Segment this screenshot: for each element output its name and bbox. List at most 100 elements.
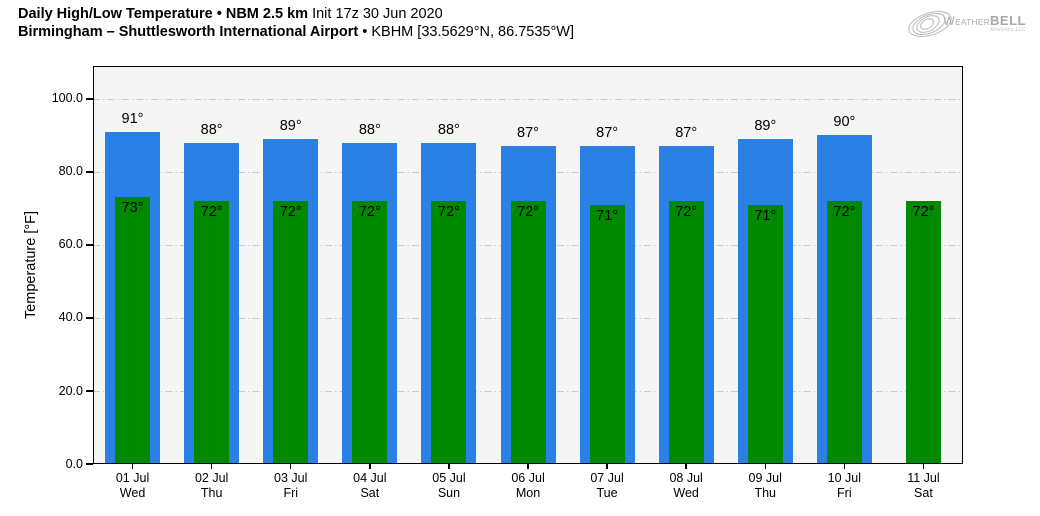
x-tick-label-03-Jul: 03 Jul Fri <box>251 471 330 500</box>
low-bar-07-Jul <box>589 204 625 464</box>
x-tick-day: Wed <box>119 485 146 500</box>
chart-subtitle-regular: • KBHM [33.5629°N, 86.7535°W] <box>362 23 574 40</box>
x-tick-date: 05 Jul <box>432 471 466 485</box>
x-tick-label-05-Jul: 05 Jul Sun <box>409 471 488 500</box>
low-bar-08-Jul <box>668 201 704 464</box>
x-tick-label-04-Jul: 04 Jul Sat <box>330 471 409 500</box>
high-value-label: 88° <box>358 121 381 138</box>
x-tick-date: 04 Jul <box>353 471 387 485</box>
y-tick-label-20: 20.0 <box>58 383 83 398</box>
x-tick-mark-09-Jul <box>764 464 767 469</box>
y-tick-mark-60 <box>86 244 93 246</box>
low-bar-01-Jul <box>115 197 150 464</box>
x-tick-day: Fri <box>837 485 852 500</box>
x-tick-mark-10-Jul <box>843 464 846 469</box>
chart-subtitle: Birmingham – Shuttlesworth International… <box>18 24 574 42</box>
low-bar-03-Jul <box>273 201 309 464</box>
x-tick-date: 11 Jul <box>907 471 940 485</box>
y-tick-mark-100 <box>86 98 93 100</box>
high-value-label: 87° <box>675 125 698 142</box>
x-tick-day: Thu <box>200 485 223 500</box>
x-tick-mark-04-Jul <box>369 464 371 469</box>
x-tick-date: 08 Jul <box>669 471 703 485</box>
low-value-label: 72° <box>912 204 935 221</box>
y-tick-label-40: 40.0 <box>58 310 83 325</box>
low-bar-02-Jul <box>194 201 230 464</box>
low-value-label: 71° <box>596 207 619 224</box>
y-tick-label-100: 100.0 <box>51 91 83 106</box>
x-tick-label-10-Jul: 10 Jul Fri <box>805 471 884 500</box>
plot-area: 91° 73° 88° 72° 89° 72° 88° 72° 88° 72° 87° 72° 87° 7… <box>93 66 963 464</box>
low-bar-11-Jul <box>906 201 941 464</box>
y-tick-mark-20 <box>86 390 93 392</box>
x-tick-mark-08-Jul <box>685 464 687 469</box>
chart-title: Daily High/Low Temperature • NBM 2.5 km … <box>18 6 574 24</box>
y-tick-label-80: 80.0 <box>58 164 83 179</box>
x-tick-label-01-Jul: 01 Jul Wed <box>93 471 172 500</box>
low-value-label: 72° <box>517 204 539 221</box>
y-tick-mark-0 <box>86 463 93 465</box>
low-bar-04-Jul <box>352 201 388 464</box>
x-tick-day: Thu <box>754 485 776 500</box>
weatherbell-swirl-icon <box>908 10 953 38</box>
high-value-label: 89° <box>754 118 777 134</box>
high-value-label: 91° <box>121 110 144 127</box>
low-bar-05-Jul <box>431 201 467 464</box>
weatherbell-logo-text: WeatherBELL Analytics LLC <box>943 13 1026 33</box>
high-value-label: 88° <box>200 121 223 138</box>
high-value-label: 87° <box>596 125 619 142</box>
x-tick-mark-03-Jul <box>289 464 292 469</box>
x-tick-mark-02-Jul <box>210 464 213 469</box>
x-tick-mark-06-Jul <box>527 464 529 469</box>
x-tick-label-07-Jul: 07 Jul Tue <box>568 471 647 500</box>
x-tick-label-02-Jul: 02 Jul Thu <box>172 471 251 500</box>
low-value-label: 72° <box>358 204 381 221</box>
x-tick-day: Fri <box>283 485 299 500</box>
x-tick-mark-05-Jul <box>448 464 450 469</box>
chart-header: Daily High/Low Temperature • NBM 2.5 km … <box>18 6 574 41</box>
x-tick-date: 06 Jul <box>511 471 545 485</box>
weatherbell-subtext: Analytics LLC <box>990 27 1026 33</box>
x-tick-day: Sun <box>437 485 461 500</box>
gridline-y100 <box>93 98 963 100</box>
weatherbell-brand-right: BELL <box>990 13 1026 28</box>
low-bar-09-Jul <box>747 204 783 464</box>
x-tick-label-11-Jul: 11 Jul Sat <box>884 471 963 500</box>
high-value-label: 90° <box>833 114 856 131</box>
low-value-label: 72° <box>833 204 856 221</box>
low-value-label: 72° <box>437 204 460 221</box>
x-tick-day: Wed <box>673 485 699 500</box>
y-axis-title: Temperature [°F] <box>23 210 39 320</box>
high-value-label: 87° <box>517 125 539 142</box>
low-value-label: 72° <box>675 204 698 221</box>
weatherbell-logo: WeatherBELL Analytics LLC <box>905 6 1026 42</box>
x-tick-date: 01 Jul <box>115 471 150 485</box>
x-tick-mark-11-Jul <box>922 464 925 469</box>
x-tick-date: 10 Jul <box>827 471 862 485</box>
x-tick-label-06-Jul: 06 Jul Mon <box>489 471 568 500</box>
x-tick-day: Sat <box>360 485 380 500</box>
x-tick-mark-07-Jul <box>606 464 608 469</box>
chart-title-regular: Init 17z 30 Jun 2020 <box>312 6 443 22</box>
low-bar-10-Jul <box>826 201 862 464</box>
x-tick-date: 03 Jul <box>274 471 308 485</box>
x-tick-label-09-Jul: 09 Jul Thu <box>726 471 805 500</box>
chart-subtitle-bold: Birmingham – Shuttlesworth International… <box>18 23 359 40</box>
x-tick-day: Sat <box>914 485 933 500</box>
high-value-label: 89° <box>279 118 302 134</box>
x-tick-date: 02 Jul <box>194 471 229 485</box>
low-value-label: 71° <box>754 207 777 224</box>
low-value-label: 72° <box>279 204 302 221</box>
x-tick-day: Mon <box>515 485 541 500</box>
x-tick-mark-01-Jul <box>131 464 134 469</box>
x-tick-date: 09 Jul <box>748 471 782 485</box>
y-tick-mark-40 <box>86 317 93 319</box>
low-bar-06-Jul <box>510 201 546 464</box>
low-value-label: 73° <box>121 200 144 217</box>
weatherbell-brand-left: Weather <box>943 14 991 28</box>
y-tick-label-0: 0.0 <box>65 456 83 471</box>
high-value-label: 88° <box>437 121 460 138</box>
x-tick-date: 07 Jul <box>590 471 624 485</box>
x-tick-label-08-Jul: 08 Jul Wed <box>647 471 726 500</box>
